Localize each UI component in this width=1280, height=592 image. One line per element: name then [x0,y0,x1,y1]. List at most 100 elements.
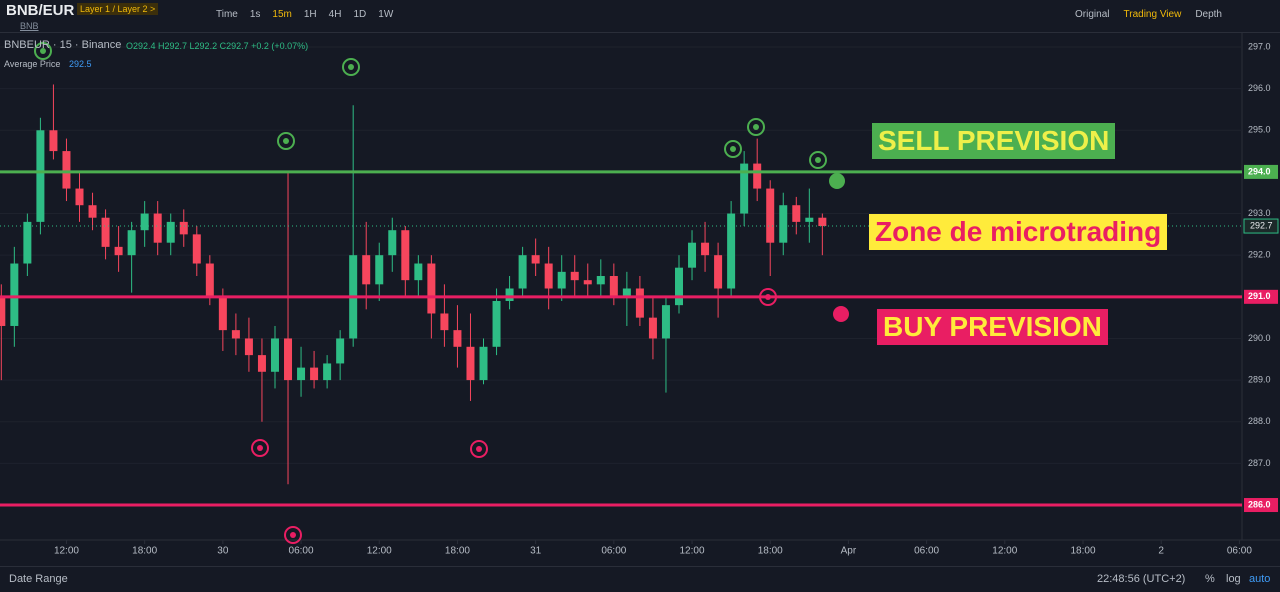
level-tag-label: 294.0 [1248,166,1271,176]
candle-body [531,255,540,264]
avg-label: Average Price [4,59,61,69]
auto-toggle[interactable]: auto [1249,573,1271,585]
candle-body [544,263,553,289]
candle-body [270,338,279,372]
x-tick-label: 06:00 [289,546,314,557]
candle-body [453,330,462,347]
candle-body [297,367,306,381]
toolbar-item[interactable]: 4H [328,9,342,20]
toolbar-item[interactable]: 1s [249,9,261,20]
candle-body [648,317,657,339]
bottom-bar [0,566,1280,592]
candle-body [388,230,397,256]
price-tag [1243,218,1279,234]
top-bar [0,0,1280,33]
log-toggle[interactable]: log [1226,573,1241,585]
x-tick-label: Apr [841,546,857,557]
annotation: BUY PREVISION [877,309,1108,345]
candle-body [257,355,266,372]
candle-body [88,205,97,218]
signal-icon [476,446,482,452]
symbol[interactable]: BNB/EUR [6,2,75,19]
candle-body [284,338,293,381]
candle-body [805,217,814,222]
candle-body [583,280,592,285]
x-tick-label: 30 [217,546,229,557]
toolbar-item[interactable]: Trading View [1123,9,1182,20]
signal-icon [753,124,759,130]
y-tick-label: 290.0 [1248,333,1271,343]
candle-body [192,234,201,264]
candle-body [622,288,631,297]
toolbar-item[interactable]: Time [216,9,238,20]
toolbar-item[interactable]: Depth [1195,9,1222,20]
y-tick-label: 288.0 [1248,416,1271,426]
candle-body [414,263,423,281]
signal-icon [815,157,821,163]
pct-toggle[interactable]: % [1205,573,1215,585]
avg-value: 292.5 [69,59,92,69]
x-tick-label: 06:00 [914,546,939,557]
signal-icon [809,151,827,169]
level-tag-label: 286.0 [1248,499,1271,509]
signal-icon [40,48,46,54]
x-tick-label: 12:00 [992,546,1017,557]
x-tick-label: 12:00 [54,546,79,557]
y-tick-label: 292.0 [1248,250,1271,260]
arrow-down-icon [833,306,849,322]
x-tick-label: 18:00 [758,546,783,557]
candle-body [661,305,670,339]
candle-body [375,255,384,285]
candle-body [140,213,149,231]
candle-body [336,338,345,364]
x-tick-label: 06:00 [1227,546,1252,557]
candle-body [75,188,84,206]
candle-body [492,300,501,347]
date-range[interactable]: Date Range [9,573,68,585]
x-tick-label: 2 [1158,546,1164,557]
signal-icon [283,138,289,144]
candle-body [205,263,214,297]
candle-body [218,296,227,331]
signal-icon [470,440,488,458]
signal-icon [257,445,263,451]
candle-body [714,255,723,289]
candle-body [557,271,566,289]
toolbar-item[interactable]: 1W [378,9,394,20]
level-tag [1244,289,1278,304]
toolbar-item[interactable]: 1D [353,9,367,20]
level-tag [1244,164,1278,179]
signal-icon [34,42,52,60]
candle-body [635,288,644,318]
toolbar-item[interactable]: 1H [303,9,317,20]
toolbar-item[interactable]: Original [1075,9,1110,20]
candle-body [505,288,514,301]
candle-body [62,151,71,189]
candle-body [310,367,319,381]
candle-body [740,163,749,214]
x-tick-label: 18:00 [1070,546,1095,557]
candle-body [609,276,618,297]
signal-icon [730,146,736,152]
candle-body [10,263,19,326]
x-tick-label: 06:00 [601,546,626,557]
clock: 22:48:56 (UTC+2) [1097,573,1186,585]
level-tag-label: 291.0 [1248,291,1271,301]
layer-tag[interactable]: Layer 1 / Layer 2 > [77,3,159,15]
candle-body [231,330,240,339]
candle-body [49,130,58,152]
x-tick-label: 12:00 [367,546,392,557]
sub-symbol[interactable]: BNB [20,21,39,31]
annotation: SELL PREVISION [872,123,1116,159]
candle-body [427,263,436,314]
candle-body [244,338,253,356]
candle-body [36,130,45,222]
annotation: Zone de microtrading [869,214,1168,250]
signal-icon [290,532,296,538]
signal-icon [342,58,360,76]
toolbar-item[interactable]: 15m [272,9,292,20]
candle-body [818,217,827,227]
signal-icon [277,132,295,150]
